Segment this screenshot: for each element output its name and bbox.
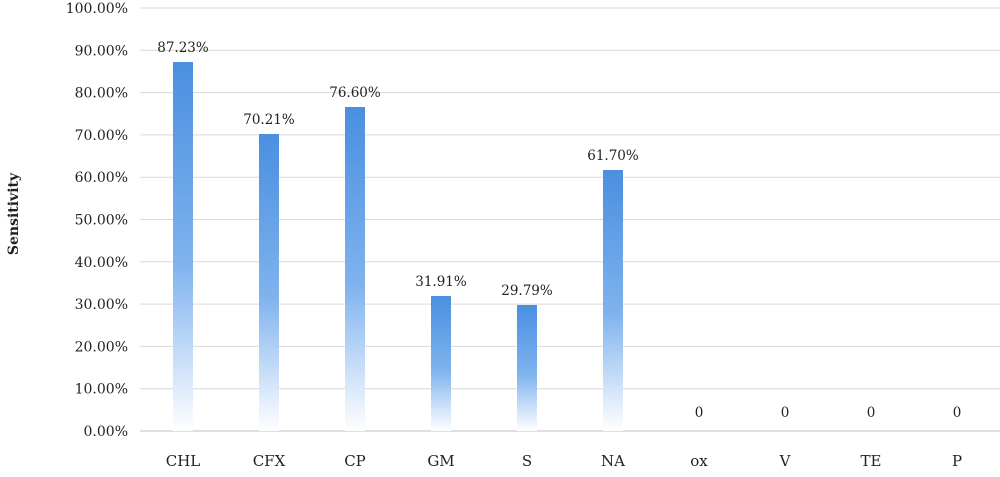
x-tick-label: S bbox=[522, 452, 532, 470]
y-tick-label: 30.00% bbox=[75, 297, 128, 313]
data-label: 29.79% bbox=[501, 283, 553, 299]
x-tick-label: P bbox=[952, 452, 962, 470]
x-tick-label: V bbox=[779, 452, 792, 470]
data-label: 87.23% bbox=[157, 40, 209, 56]
x-tick-label: GM bbox=[427, 452, 454, 470]
data-label: 0 bbox=[867, 405, 876, 421]
data-label: 0 bbox=[953, 405, 962, 421]
y-tick-label: 10.00% bbox=[75, 382, 128, 398]
y-tick-label: 0.00% bbox=[84, 424, 128, 440]
x-tick-label: NA bbox=[601, 452, 625, 470]
bar bbox=[517, 304, 537, 431]
bar bbox=[431, 296, 451, 431]
y-tick-label: 60.00% bbox=[75, 170, 128, 186]
y-tick-label: 90.00% bbox=[75, 43, 128, 59]
data-label: 31.91% bbox=[415, 274, 467, 290]
bar bbox=[345, 106, 365, 432]
y-tick-label: 50.00% bbox=[75, 213, 128, 229]
bar bbox=[173, 62, 193, 432]
x-tick-label: CHL bbox=[166, 452, 201, 470]
y-tick-label: 20.00% bbox=[75, 339, 128, 355]
y-tick-label: 40.00% bbox=[75, 255, 128, 271]
label-layer: 0.00% 10.00% 20.00% 30.00% 40.00% 50.00% 60.00… bbox=[66, 1, 962, 470]
x-tick-label: CP bbox=[344, 452, 366, 470]
x-tick-label: ox bbox=[690, 452, 708, 470]
x-tick-label: CFX bbox=[253, 452, 286, 470]
data-label: 0 bbox=[781, 405, 790, 421]
y-axis-title: Sensitivity bbox=[6, 172, 22, 255]
data-label: 76.60% bbox=[329, 85, 381, 101]
data-label: 0 bbox=[695, 405, 704, 421]
x-tick-label: TE bbox=[861, 452, 882, 470]
data-label: 70.21% bbox=[243, 112, 295, 128]
grid-layer bbox=[140, 7, 1000, 432]
y-tick-label: 70.00% bbox=[75, 128, 128, 144]
y-tick-label: 80.00% bbox=[75, 86, 128, 102]
bar-layer bbox=[173, 62, 623, 432]
bar bbox=[603, 170, 623, 431]
data-label: 61.70% bbox=[587, 148, 639, 164]
bar bbox=[259, 134, 279, 431]
y-tick-label: 100.00% bbox=[66, 1, 128, 17]
